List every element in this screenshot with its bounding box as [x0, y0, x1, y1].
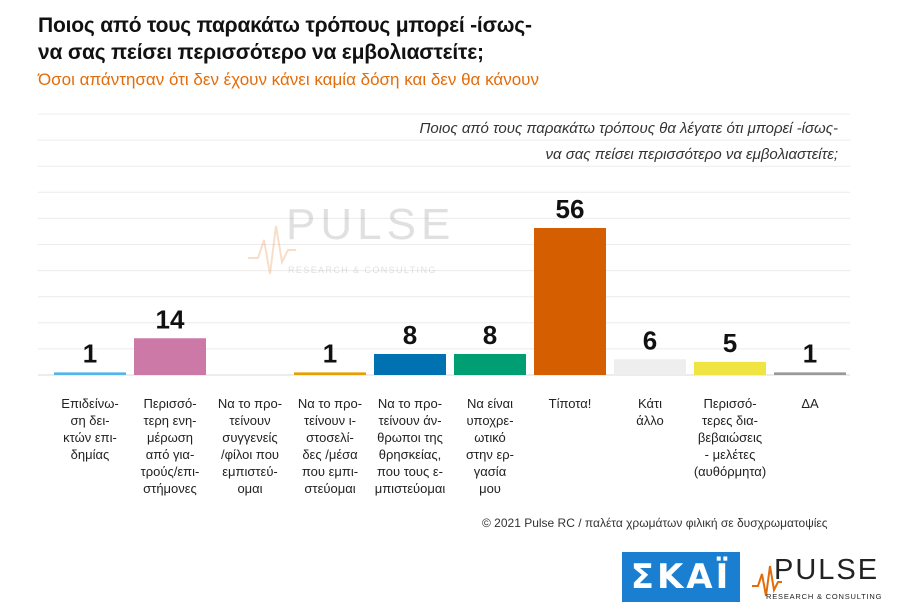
- chart-title: Ποιος από τους παρακάτω τρόπους μπορεί -…: [38, 14, 532, 64]
- data-label: 8: [403, 320, 417, 350]
- pulse-logo: PULSE RESEARCH & CONSULTING: [752, 554, 892, 604]
- data-label: 1: [83, 338, 97, 368]
- category-label: Κάτι άλλο: [636, 396, 664, 428]
- data-label: 1: [803, 338, 817, 368]
- pulse-wave-icon: [248, 225, 296, 275]
- watermark-subtitle: RESEARCH & CONSULTING: [288, 265, 437, 275]
- skai-logo-text: ΣΚΑΪ: [630, 557, 732, 597]
- category-label: Επιδείνω-ση δει-κτών επι-δημίας: [61, 396, 118, 462]
- skai-logo: ΣΚΑΪ: [622, 552, 740, 602]
- bar: [374, 354, 446, 375]
- question-text: Ποιος από τους παρακάτω τρόπους θα λέγατ…: [419, 120, 838, 163]
- watermark-word: PULSE: [286, 200, 456, 249]
- pulse-logo-wave-icon: [752, 565, 782, 597]
- data-label: 56: [556, 194, 585, 224]
- category-label: Τίποτα!: [549, 396, 592, 411]
- category-label: Να το προ-τείνουν συγγενείς/φίλοι που εμπι…: [218, 396, 282, 496]
- bar: [294, 372, 366, 375]
- category-label: Περισσό-τερη ενη-μέρωση από για-τρούς/επι…: [141, 396, 200, 496]
- chart-subtitle: Όσοι απάντησαν ότι δεν έχουν κάνει καμία…: [38, 70, 539, 89]
- data-label: 14: [156, 304, 185, 334]
- data-label: 6: [643, 325, 657, 355]
- data-label: 5: [723, 328, 737, 358]
- footer-credit: © 2021 Pulse RC / παλέτα χρωμάτων φιλική…: [482, 516, 828, 530]
- pulse-logo-subtitle: RESEARCH & CONSULTING: [766, 592, 883, 601]
- bar: [614, 359, 686, 375]
- bar: [774, 372, 846, 375]
- bar: [694, 361, 766, 375]
- data-label: 1: [323, 338, 337, 368]
- pulse-watermark: PULSE RESEARCH & CONSULTING: [248, 200, 463, 290]
- bar: [454, 354, 526, 375]
- category-label: Να το προ-τείνουν άν-θρωποι της θρησκείας…: [375, 396, 446, 496]
- bar: [534, 228, 606, 375]
- bar: [54, 372, 126, 375]
- pulse-logo-word: PULSE: [774, 554, 880, 586]
- category-label: ΔΑ: [801, 396, 819, 411]
- category-label: Περισσό-τερες δια-βεβαιώσεις - μελέτες (αυ…: [694, 396, 766, 479]
- category-label: Να το προ-τείνουν ι-στοσελί-δες /μέσα που…: [298, 396, 362, 496]
- data-label: 8: [483, 320, 497, 350]
- category-label: Να είναι υποχρε-ωτικό στην ερ-γασία μου: [466, 396, 514, 496]
- bar: [134, 338, 206, 375]
